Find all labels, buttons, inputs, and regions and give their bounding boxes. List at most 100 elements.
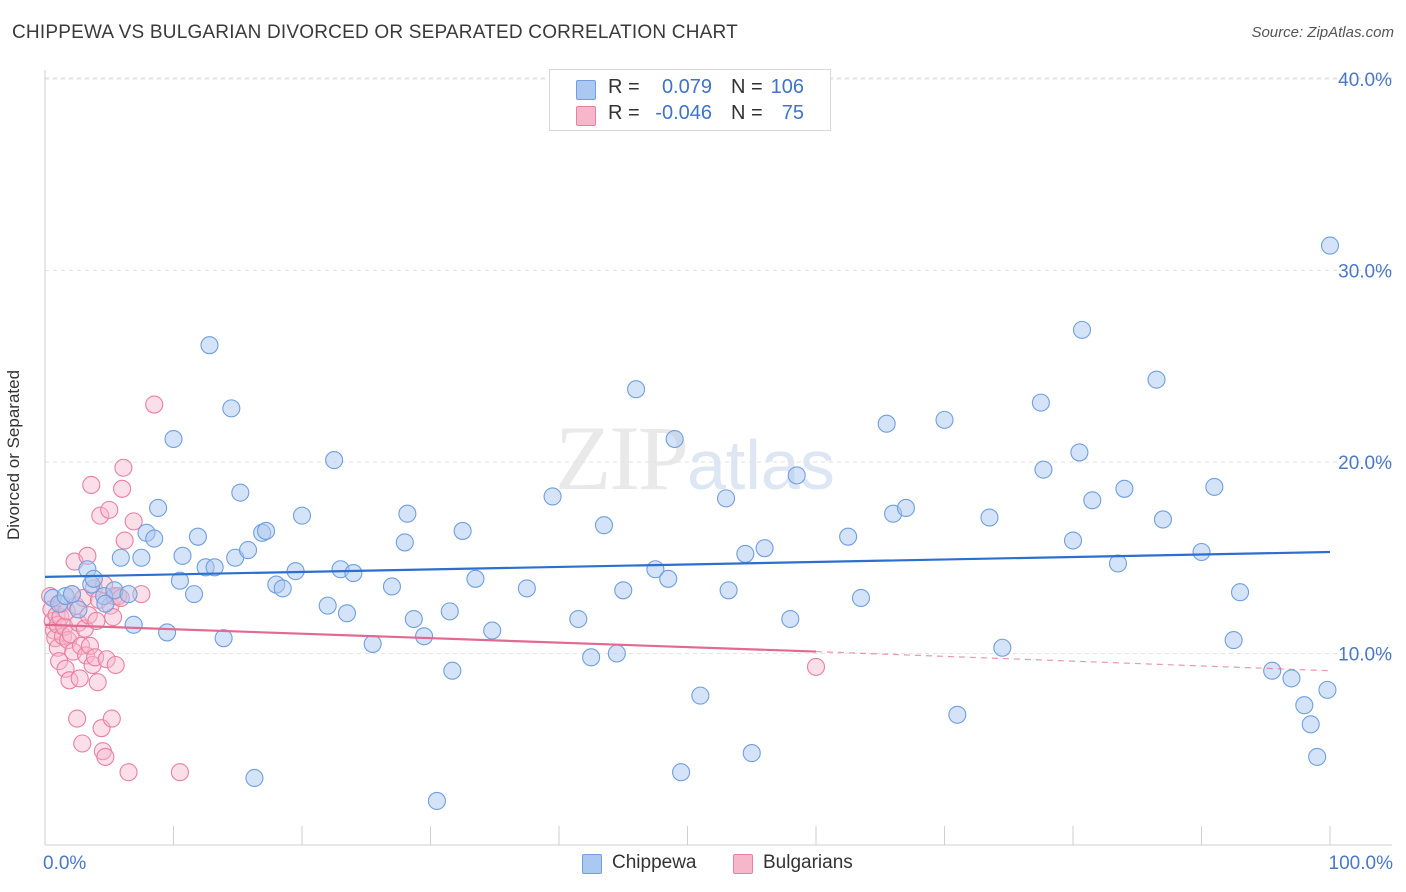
chippewa-point <box>1031 393 1050 412</box>
watermark-atlas: atlas <box>687 426 835 504</box>
chippewa-point <box>1263 661 1282 680</box>
chippewa-point <box>164 429 183 449</box>
bulgarians-point <box>73 734 92 753</box>
chippewa-point <box>1147 370 1166 389</box>
legend-n-label: N = <box>731 76 763 98</box>
chippewa-point <box>382 577 402 596</box>
chippewa-point <box>614 581 633 600</box>
axis-labels: 10.0% 20.0% 30.0% 40.0% 0.0% 100.0% <box>43 70 1393 874</box>
legend-n-label: N = <box>731 102 763 124</box>
chippewa-point <box>1301 715 1320 734</box>
legend-n-value: 106 <box>770 76 804 98</box>
chippewa-point <box>896 498 916 518</box>
chippewa-point <box>594 516 614 535</box>
chippewa-point <box>1115 479 1134 498</box>
chippewa-point <box>188 527 207 546</box>
chippewa-point <box>948 705 967 724</box>
bulgarians-point <box>70 669 89 688</box>
chippewa-point <box>119 585 138 604</box>
chippewa-point <box>719 581 738 600</box>
chippewa-point <box>935 410 954 429</box>
correlation-legend: R = 0.079 N = 106 R = -0.046 N = 75 <box>549 69 831 131</box>
chippewa-point <box>980 508 999 527</box>
chippewa-point <box>993 638 1012 657</box>
chippewa-point <box>665 429 684 449</box>
y-tick-label: 40.0% <box>1338 70 1392 91</box>
chippewa-point <box>483 621 502 640</box>
chippewa-point <box>839 527 858 546</box>
x-tick-label-max: 100.0% <box>1329 853 1394 874</box>
bulgarians-point <box>50 652 69 671</box>
watermark: ZIPatlas <box>555 405 835 511</box>
chippewa-point <box>173 546 192 565</box>
chippewa-point <box>543 487 562 506</box>
chippewa-point <box>363 634 382 653</box>
chippewa-point <box>205 558 224 577</box>
bulgarians-point <box>106 655 125 675</box>
chippewa-swatch <box>582 854 602 874</box>
legend-row-bulgarians: R = -0.046 N = 75 <box>550 102 830 128</box>
bulgarians-trend-extension <box>815 650 1331 672</box>
chippewa-point <box>427 791 446 811</box>
chippewa-point <box>1282 669 1301 688</box>
bulgarians-point <box>96 747 115 766</box>
chippewa-point <box>395 533 414 552</box>
chippewa-point <box>787 466 806 485</box>
chippewa-point <box>273 579 292 598</box>
chippewa-point <box>1034 460 1053 479</box>
bulgarians-point <box>91 506 110 525</box>
chippewa-point <box>1083 491 1102 510</box>
bulgarians-point <box>68 709 87 728</box>
chippewa-point <box>716 489 736 508</box>
source-attribution[interactable]: Source: ZipAtlas.com <box>1251 24 1394 41</box>
chippewa-point <box>398 504 417 523</box>
chippewa-point <box>214 629 233 648</box>
chippewa-point <box>443 661 462 680</box>
bulgarians-point <box>113 479 132 498</box>
chippewa-point <box>337 604 357 623</box>
chippewa-point <box>132 548 151 567</box>
legend-r-value: 0.079 <box>661 76 712 98</box>
x-tick-label-min: 0.0% <box>43 853 86 874</box>
chippewa-point <box>200 336 219 355</box>
chippewa-point <box>1063 531 1083 550</box>
bulgarians-point <box>115 531 134 550</box>
chippewa-point <box>344 564 363 583</box>
chippewa-point <box>466 569 485 588</box>
chippewa-point <box>231 483 250 502</box>
bulgarians-point <box>82 475 101 495</box>
legend-r-label: R = <box>608 76 640 98</box>
bulgarians-point <box>86 648 105 667</box>
chippewa-point <box>149 498 168 518</box>
chippewa-point <box>1308 747 1327 766</box>
chippewa-point <box>185 585 204 604</box>
chippewa-points <box>43 236 1340 811</box>
chippewa-point <box>1070 443 1089 462</box>
chippewa-point <box>325 451 344 470</box>
watermark-zip: ZIP <box>555 407 689 509</box>
chippewa-point <box>69 600 88 619</box>
chippewa-point <box>256 521 276 540</box>
chippewa-point <box>569 609 588 629</box>
chippewa-point <box>62 585 82 604</box>
bulgarians-point <box>80 636 100 655</box>
bulgarians-point <box>87 611 106 630</box>
chippewa-point <box>607 644 626 663</box>
chippewa-point <box>453 521 472 540</box>
y-tick-label: 20.0% <box>1338 453 1392 474</box>
bulgarians-point <box>170 763 189 782</box>
bulgarians-point <box>806 657 826 676</box>
chippewa-point <box>691 686 710 705</box>
y-tick-label: 30.0% <box>1338 262 1392 283</box>
bulgarians-point <box>114 458 133 477</box>
grid-layer <box>45 77 1392 654</box>
bulgarians-point <box>88 673 107 692</box>
chippewa-point <box>1318 680 1337 699</box>
chippewa-point <box>245 768 264 788</box>
chippewa-point <box>1108 554 1128 573</box>
legend-r-value: -0.046 <box>655 102 712 124</box>
chippewa-point <box>851 588 871 608</box>
legend-n-value: 75 <box>781 102 804 124</box>
legend-r-label: R = <box>608 102 640 124</box>
bulgarians-point <box>145 395 164 414</box>
